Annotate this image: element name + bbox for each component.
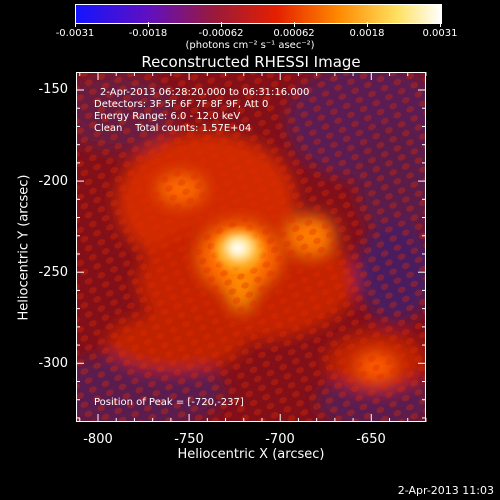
x-axis-label: Heliocentric X (arcsec) <box>177 447 325 462</box>
footer-timestamp: 2-Apr-2013 11:03 <box>397 484 494 497</box>
x-tick-label: -650 <box>356 432 386 447</box>
x-tick-label: -700 <box>265 432 295 447</box>
y-axis-label: Heliocentric Y (arcsec) <box>16 174 32 321</box>
colorbar-tick <box>440 22 441 27</box>
energy-range-label: Energy Range: 6.0 - 12.0 keV <box>94 111 241 122</box>
colorbar <box>75 4 442 24</box>
colorbar-unit-label: (photons cm⁻² s⁻¹ asec⁻²) <box>185 40 315 51</box>
colorbar-tick <box>148 22 149 27</box>
colorbar-tick-label: 0.0018 <box>349 28 385 39</box>
y-tick-label: -300 <box>38 356 68 371</box>
colorbar-tick-label: 0.0031 <box>422 28 458 39</box>
time-range-label: 2-Apr-2013 06:28:20.000 to 06:31:16.000 <box>100 87 310 98</box>
colorbar-tick-label: 0.00062 <box>273 28 315 39</box>
plot-frame <box>76 72 426 422</box>
colorbar-tick-label: -0.0018 <box>128 28 168 39</box>
plot-title: Reconstructed RHESSI Image <box>141 53 361 71</box>
colorbar-tick-label: -0.00062 <box>198 28 244 39</box>
x-tick-label: -800 <box>83 432 113 447</box>
y-tick-label: -200 <box>38 174 68 189</box>
hxr-image <box>76 72 426 422</box>
colorbar-tick <box>75 22 76 27</box>
y-tick-label: -150 <box>38 82 68 97</box>
colorbar-tick <box>367 22 368 27</box>
peak-position-label: Position of Peak = [-720,-237] <box>94 397 244 408</box>
detectors-label: Detectors: 3F 5F 6F 7F 8F 9F, Att 0 <box>94 99 269 110</box>
y-tick-label: -250 <box>38 265 68 280</box>
colorbar-tick-label: -0.0031 <box>55 28 95 39</box>
colorbar-tick <box>294 22 295 27</box>
colorbar-tick <box>221 22 222 27</box>
x-tick-label: -750 <box>174 432 204 447</box>
clean-counts-label: Clean Total counts: 1.57E+04 <box>94 123 252 134</box>
